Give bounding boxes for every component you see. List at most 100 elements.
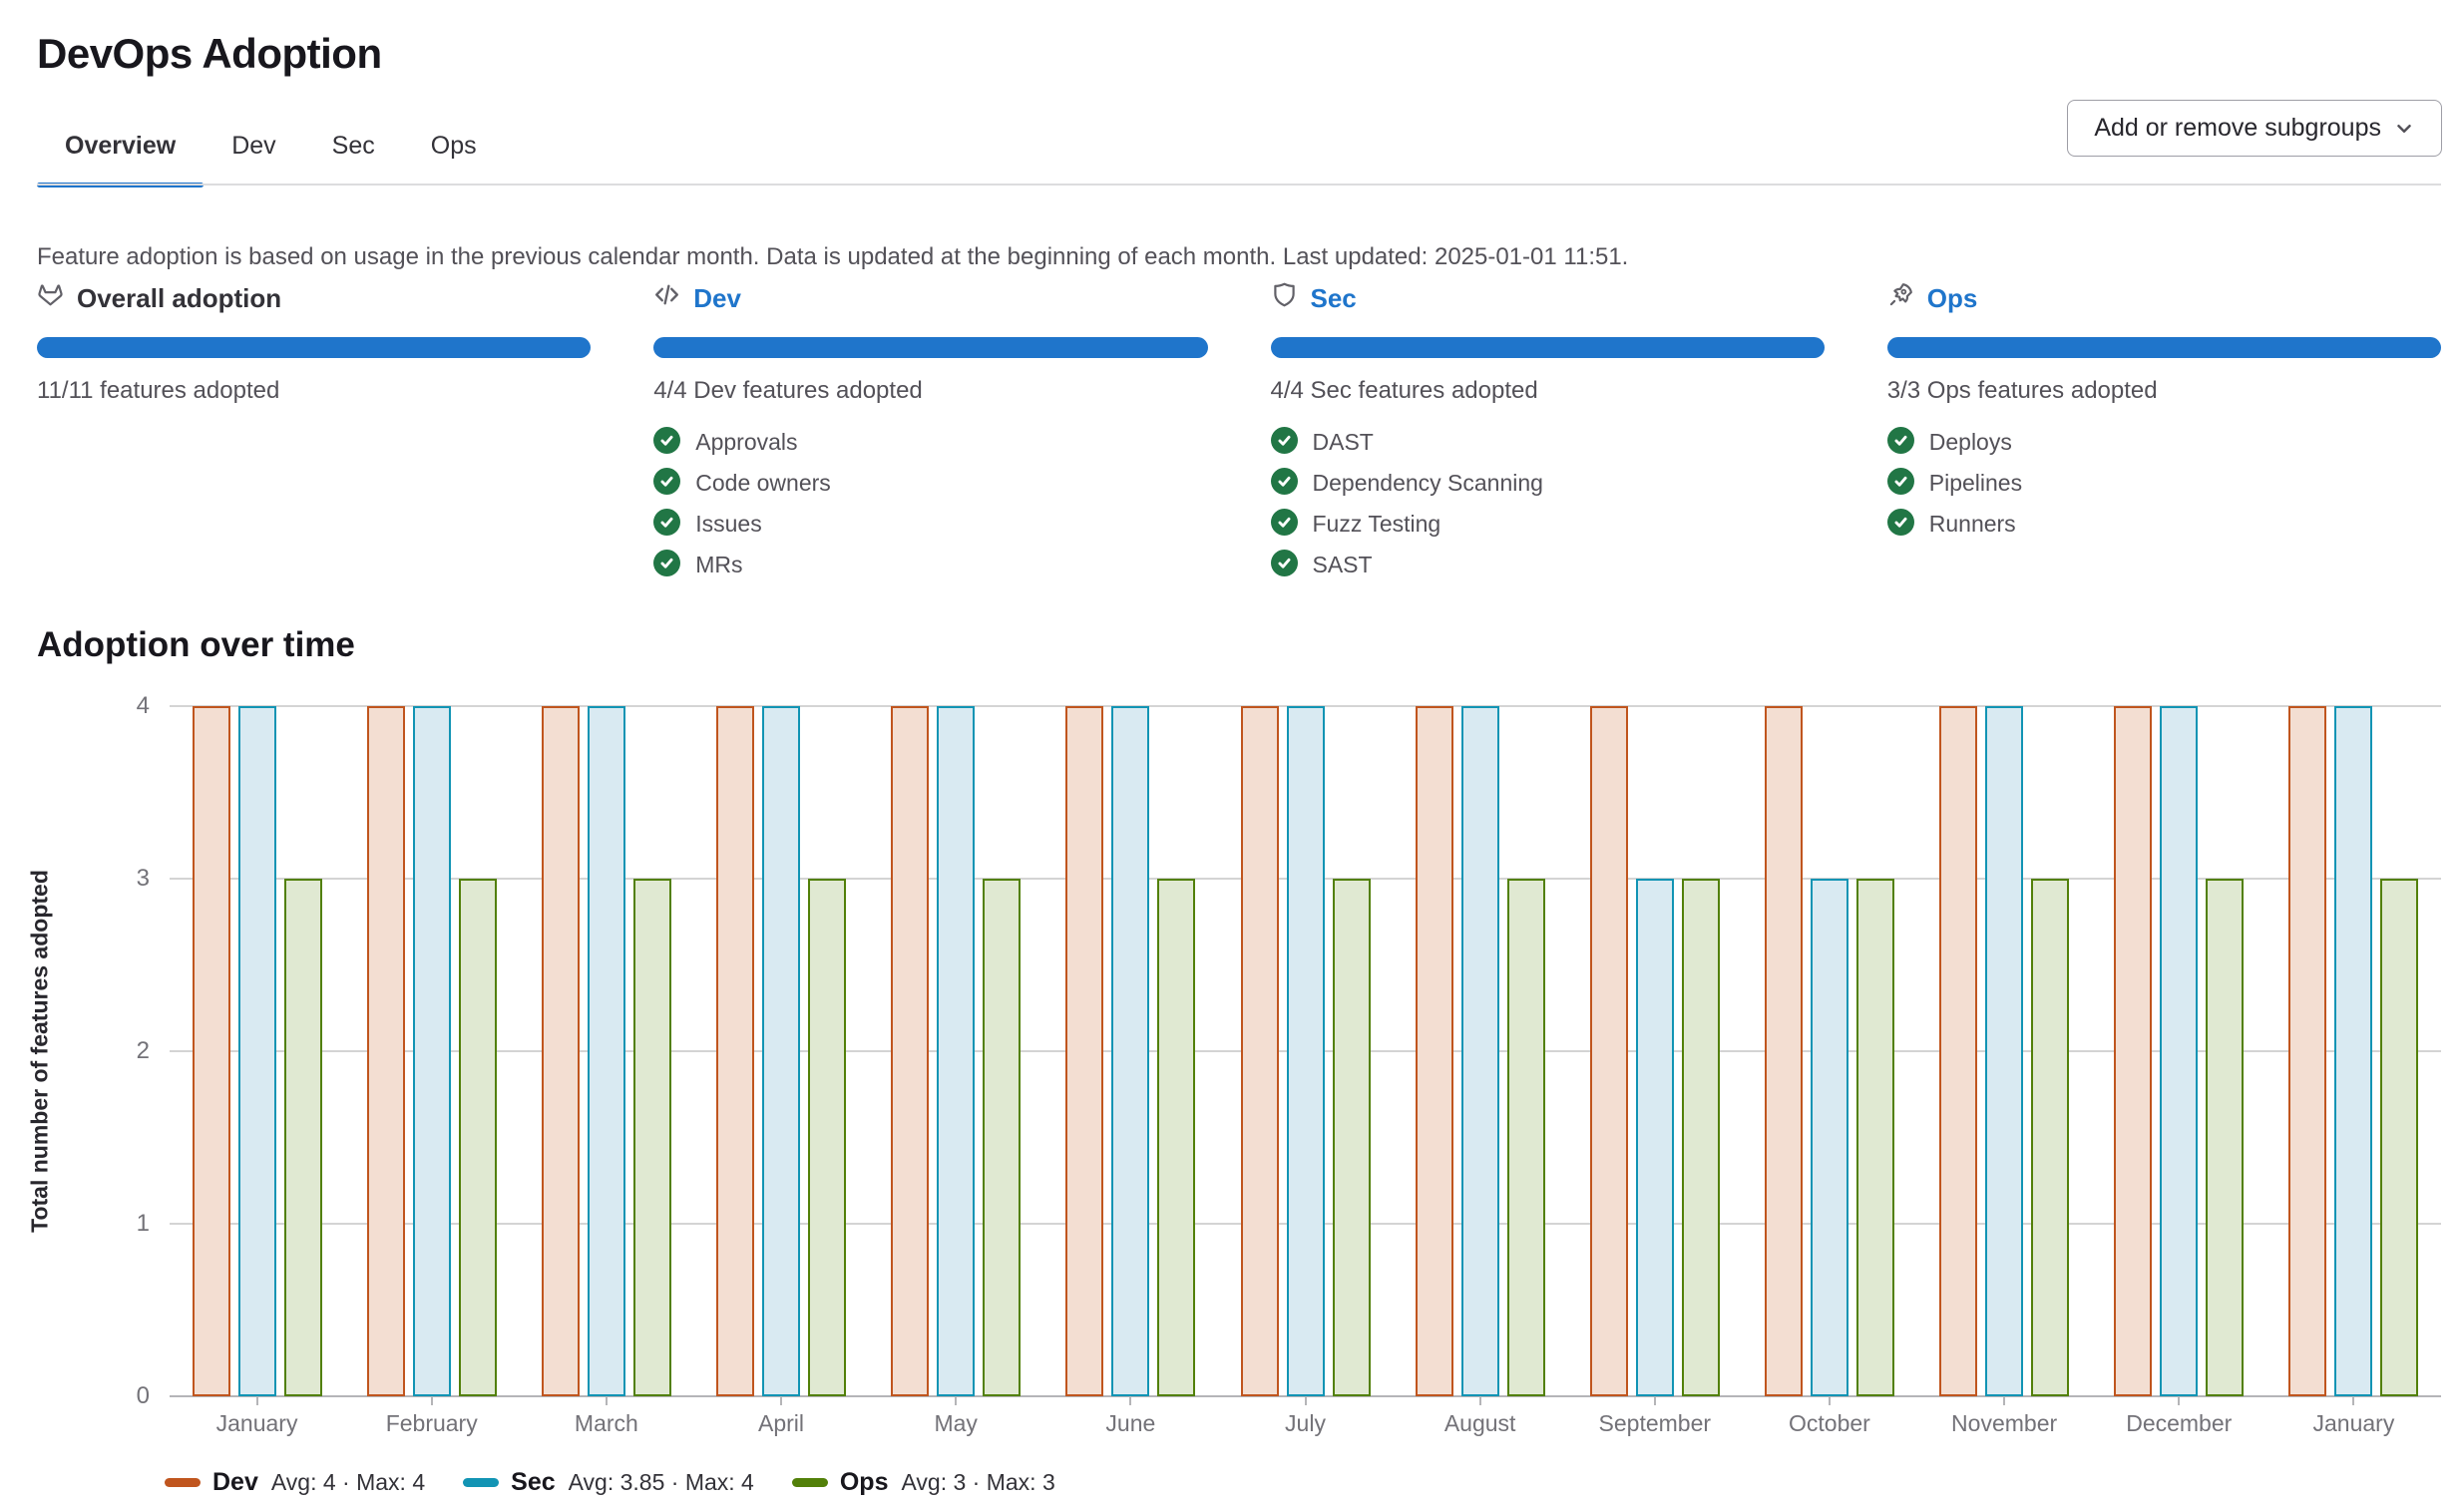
x-tick-label: December [2126,1410,2233,1436]
x-tick-label: November [1951,1410,2058,1436]
bar-sec-september [1635,879,1674,1396]
chevron-down-icon [2393,118,2415,140]
legend-item-dev[interactable]: Dev Avg: 4 · Max: 4 [165,1468,425,1497]
feature-item: Approvals [653,426,1207,456]
feature-item: Runners [1886,508,2441,541]
column-title-dev[interactable]: Dev [693,282,741,313]
x-tick [1478,1397,1481,1405]
column-title-ops[interactable]: Ops [1926,282,1978,313]
tab-dev[interactable]: Dev [231,131,276,160]
summary-column-overall: Overall adoption 11/11 features adopted [37,282,592,592]
column-header-ops: Ops [1887,282,2441,314]
legend-dash-icon [165,1478,201,1487]
legend-series-stats: Avg: 3 · Max: 3 [901,1469,1055,1495]
x-tick-label: July [1285,1410,1326,1436]
feature-item: SAST [1270,549,1825,578]
bar-dev-september [1589,706,1628,1396]
y-axis-title: Total number of features adopted [26,870,53,1233]
feature-label: Pipelines [1928,470,2023,496]
tab-sec[interactable]: Sec [331,131,375,160]
bar-ops-january [283,879,322,1396]
bar-dev-april [716,706,755,1396]
x-tick [1653,1397,1656,1405]
check-circle-icon [653,549,681,581]
check-circle-icon [1886,467,1914,500]
column-title-overall: Overall adoption [77,282,282,313]
feature-list-dev: Approvals Code owners Issues MRs [653,426,1207,581]
x-tick-label: February [385,1410,478,1436]
x-tick-label: April [758,1410,805,1436]
bar-ops-december [2206,879,2245,1396]
x-tick-label: May [934,1410,978,1436]
tab-bar-divider [37,184,2441,186]
bar-ops-september [1681,879,1720,1396]
feature-label: DAST [1312,429,1374,455]
adoption-count-label: 11/11 features adopted [37,377,280,404]
x-tick [605,1397,608,1405]
column-header-dev: Dev [653,282,1207,314]
bar-sec-october [1810,879,1848,1396]
feature-item: DAST [1270,426,1825,456]
bar-dev-may [891,706,930,1396]
x-tick [1304,1397,1307,1405]
bar-dev-july [1240,706,1279,1396]
feature-label: Fuzz Testing [1312,511,1441,537]
check-circle-icon [653,467,681,500]
x-axis-line [170,1395,2441,1397]
x-tick-label: January [215,1410,298,1436]
tab-bar: Overview Dev Sec Ops [37,106,505,188]
bar-dev-november [1939,706,1978,1396]
bar-ops-april [808,879,847,1396]
legend-item-ops[interactable]: Ops Avg: 3 · Max: 3 [791,1468,1055,1497]
legend-dash-icon [791,1478,828,1487]
bar-sec-january [237,706,276,1396]
x-tick [2003,1397,2006,1405]
bar-ops-january [2380,879,2419,1396]
bar-sec-april [762,706,801,1396]
x-tick [1129,1397,1132,1405]
feature-item: Dependency Scanning [1270,467,1825,497]
bar-dev-january [2288,706,2327,1396]
bar-ops-february [458,879,497,1396]
feature-label: Dependency Scanning [1312,470,1543,496]
legend-item-sec[interactable]: Sec Avg: 3.85 · Max: 4 [463,1468,754,1497]
x-tick-label: August [1443,1410,1516,1436]
adoption-progress-bar [1270,337,1825,358]
x-tick [255,1397,258,1405]
chart-legend: Dev Avg: 4 · Max: 4 Sec Avg: 3.85 · Max:… [165,1468,1093,1497]
chart-section-title: Adoption over time [37,625,355,665]
adoption-progress-bar [37,337,592,358]
column-header-overall: Overall adoption [37,282,591,314]
legend-series-name: Dev [212,1468,258,1496]
feature-label: Issues [695,511,762,537]
adoption-count-label: 4/4 Sec features adopted [1270,377,1538,404]
bar-sec-march [587,706,625,1396]
feature-label: Deploys [1928,429,2012,455]
bar-ops-october [1855,879,1894,1396]
tab-ops[interactable]: Ops [430,131,477,160]
bar-ops-march [632,879,671,1396]
feature-item: Code owners [653,467,1207,500]
bar-ops-november [2031,879,2070,1396]
bar-dev-january [192,706,230,1396]
tanuki-icon [37,281,64,315]
feature-label: SAST [1312,552,1373,577]
adoption-summary-row: Overall adoption 11/11 features adopted … [37,282,2441,592]
code-icon [653,281,680,315]
adoption-count-label: 3/3 Ops features adopted [1886,377,2158,404]
bar-dev-march [541,706,580,1396]
bar-sec-december [2160,706,2199,1396]
feature-label: Approvals [695,429,798,455]
x-tick-label: March [574,1410,638,1436]
legend-series-name: Sec [511,1468,556,1496]
bar-dev-june [1065,706,1104,1396]
add-or-remove-subgroups-button[interactable]: Add or remove subgroups [2067,100,2442,157]
bar-dev-august [1415,706,1453,1396]
check-circle-icon [1886,508,1914,541]
bar-sec-january [2334,706,2373,1396]
tab-overview[interactable]: Overview [37,106,205,188]
x-tick [2352,1397,2355,1405]
adoption-progress-bar [653,337,1208,358]
column-title-sec[interactable]: Sec [1310,282,1357,313]
y-tick-label: 0 [136,1382,150,1409]
